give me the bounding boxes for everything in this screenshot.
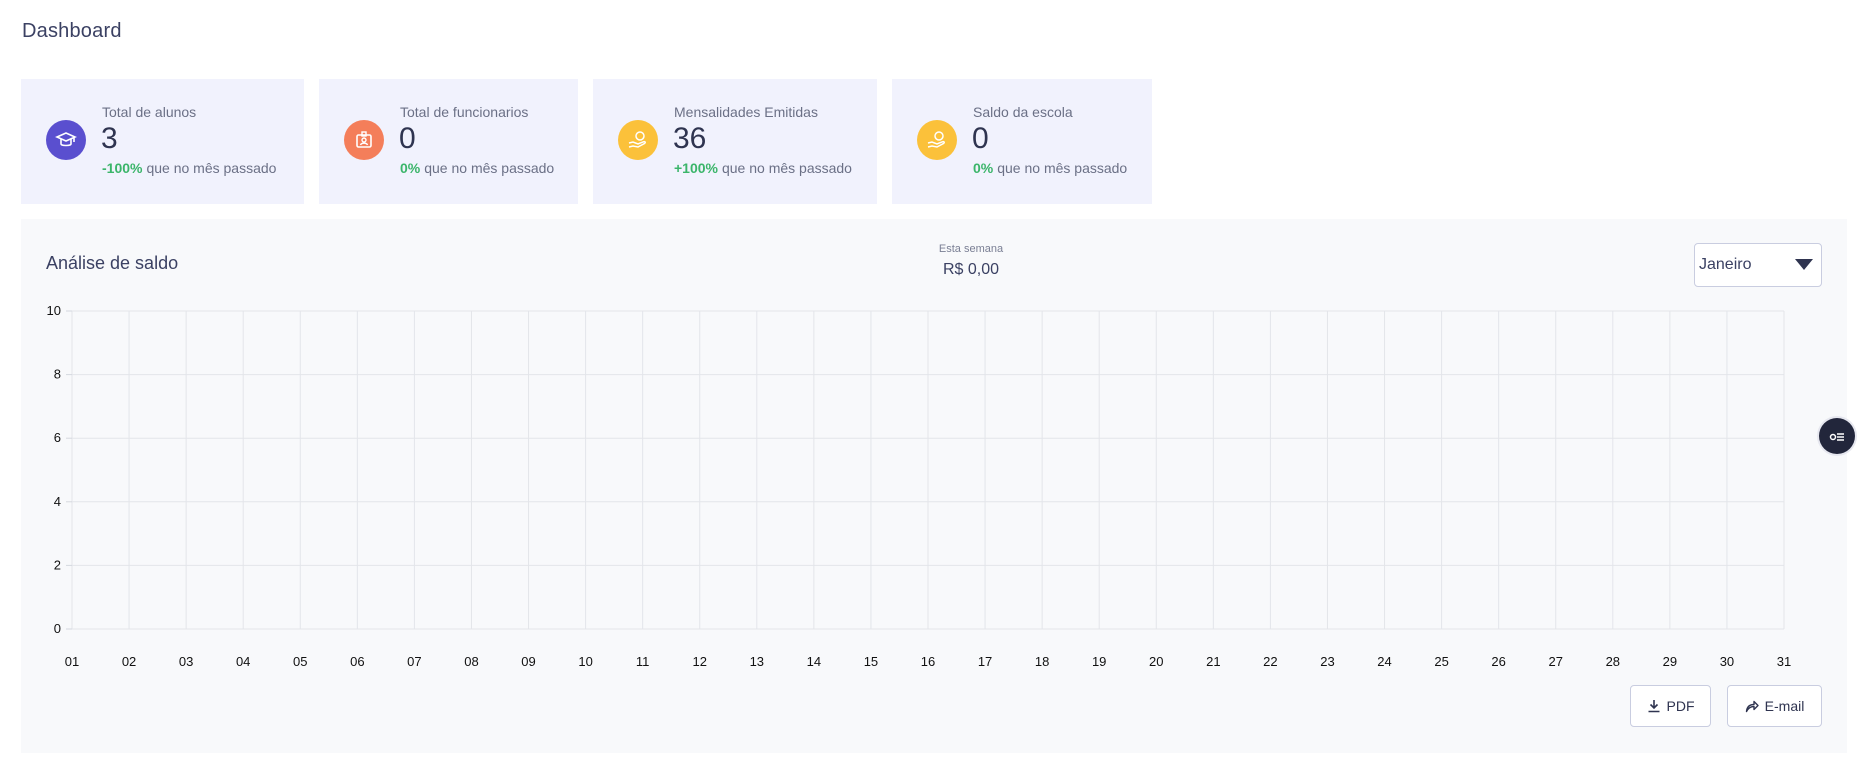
change-percent: -100% [102,160,143,176]
balance-analysis-panel: 01 02 03 04 05 06 07 08 09 10 11 12 13 14 15 16 17 18 19 20… [21,219,1847,753]
month-select[interactable]: Janeiro [1694,243,1822,287]
pdf-button-label: PDF [1666,698,1695,714]
x-tick-label: 08 [464,654,478,669]
sliders-icon [1829,433,1844,441]
x-tick-label: 30 [1720,654,1734,669]
change-text: que no mês passado [146,160,277,176]
hand-coin-icon [917,120,957,160]
x-tick-label: 04 [236,654,250,669]
week-summary: Esta semana R$ 0,00 [871,243,1071,279]
stat-card-employees: Total de funcionarios 0 0% que no mês pas… [319,79,578,204]
change-percent: 0% [400,160,421,176]
x-tick-label: 20 [1149,654,1163,669]
x-tick-label: 06 [350,654,364,669]
x-tick-label: 22 [1263,654,1277,669]
card-change: -100% que no mês passado [102,160,276,176]
card-change: +100% que no mês passado [674,160,852,176]
stat-card-balance: Saldo da escola 0 0% que no mês passado [892,79,1152,204]
card-label: Saldo da escola [973,104,1073,120]
hand-coin-icon [618,120,658,160]
x-tick-label: 02 [122,654,136,669]
card-change: 0% que no mês passado [973,160,1127,176]
x-tick-label: 14 [807,654,821,669]
card-value: 0 [972,122,989,155]
change-percent: 0% [973,160,994,176]
x-tick-label: 31 [1777,654,1791,669]
y-tick-label: 6 [54,430,61,445]
x-tick-label: 09 [521,654,535,669]
settings-toggle-button[interactable] [1819,418,1855,454]
graduation-cap-icon [46,120,86,160]
x-tick-label: 28 [1606,654,1620,669]
x-tick-label: 12 [692,654,706,669]
x-tick-label: 27 [1548,654,1562,669]
x-tick-label: 05 [293,654,307,669]
change-text: que no mês passado [997,160,1128,176]
week-value: R$ 0,00 [942,261,1000,278]
email-button-label: E-mail [1764,698,1805,714]
x-tick-label: 24 [1377,654,1391,669]
y-tick-label: 8 [54,367,61,382]
x-tick-label: 19 [1092,654,1106,669]
balance-chart: 01 02 03 04 05 06 07 08 09 10 11 12 13 14 15 16 17 18 19 20… [47,303,1792,669]
card-value: 0 [399,122,416,155]
card-label: Total de funcionarios [400,104,529,120]
pdf-button[interactable]: PDF [1630,685,1711,727]
change-percent: +100% [674,160,718,176]
page-title: Dashboard [22,20,122,42]
stat-cards: Total de alunos 3 -100% que no mês passad… [21,79,1167,204]
x-tick-label: 15 [864,654,878,669]
x-tick-label: 23 [1320,654,1334,669]
x-tick-label: 10 [578,654,592,669]
caret-down-icon [1795,259,1813,270]
id-badge-icon [344,120,384,160]
x-tick-label: 11 [636,654,650,669]
card-value: 36 [673,122,707,155]
y-tick-label: 4 [54,494,61,509]
x-tick-label: 18 [1035,654,1049,669]
change-text: que no mês passado [721,160,852,176]
x-tick-label: 29 [1663,654,1677,669]
card-label: Total de alunos [102,104,197,120]
change-text: que no mês passado [424,160,555,176]
card-change: 0% que no mês passado [400,160,554,176]
x-tick-label: 07 [407,654,421,669]
stat-card-tuition: Mensalidades Emitidas 36 +100% que no mês… [593,79,877,204]
x-tick-label: 16 [921,654,935,669]
card-label: Mensalidades Emitidas [674,104,818,120]
y-tick-label: 10 [47,303,61,318]
x-tick-label: 21 [1206,654,1220,669]
x-tick-label: 13 [750,654,764,669]
y-tick-label: 2 [54,557,61,572]
x-tick-label: 03 [179,654,193,669]
stat-card-students: Total de alunos 3 -100% que no mês passad… [21,79,304,204]
card-value: 3 [101,122,118,155]
x-tick-label: 17 [978,654,992,669]
panel-title: Análise de saldo [46,253,179,273]
y-tick-label: 0 [54,621,61,636]
share-arrow-icon [1745,700,1759,713]
month-select-value: Janeiro [1699,256,1752,273]
week-label: Esta semana [938,243,1004,255]
x-tick-label: 26 [1491,654,1505,669]
x-tick-label: 25 [1434,654,1448,669]
email-button[interactable]: E-mail [1727,685,1822,727]
download-icon [1648,700,1659,713]
x-tick-label: 01 [65,654,79,669]
